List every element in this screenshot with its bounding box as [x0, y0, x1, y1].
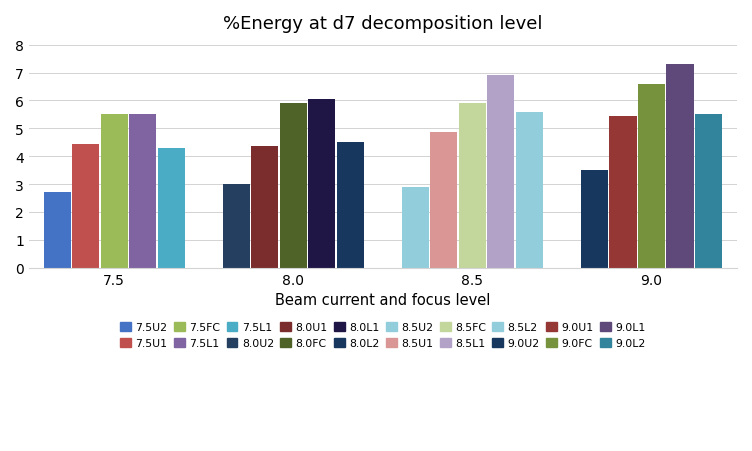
Bar [516, 112, 543, 268]
Bar [581, 171, 608, 268]
Bar [251, 147, 278, 268]
Bar [72, 144, 99, 268]
X-axis label: Beam current and focus level: Beam current and focus level [275, 292, 490, 308]
Bar [129, 115, 156, 268]
Bar [158, 148, 185, 268]
Bar [695, 115, 722, 268]
Title: %Energy at d7 decomposition level: %Energy at d7 decomposition level [223, 15, 543, 33]
Bar [609, 116, 636, 268]
Bar [402, 188, 429, 268]
Bar [308, 100, 335, 268]
Bar [638, 84, 665, 268]
Bar [101, 115, 128, 268]
Bar [337, 143, 364, 268]
Bar [280, 104, 307, 268]
Bar [487, 76, 514, 268]
Bar [459, 104, 486, 268]
Bar [666, 65, 693, 268]
Bar [430, 133, 457, 268]
Bar [44, 193, 71, 268]
Legend: 7.5U2, 7.5U1, 7.5FC, 7.5L1, 7.5L1, 8.0U2, 8.0U1, 8.0FC, 8.0L1, 8.0L2, 8.5U2, 8.5: 7.5U2, 7.5U1, 7.5FC, 7.5L1, 7.5L1, 8.0U2… [116, 318, 650, 352]
Bar [223, 184, 250, 268]
